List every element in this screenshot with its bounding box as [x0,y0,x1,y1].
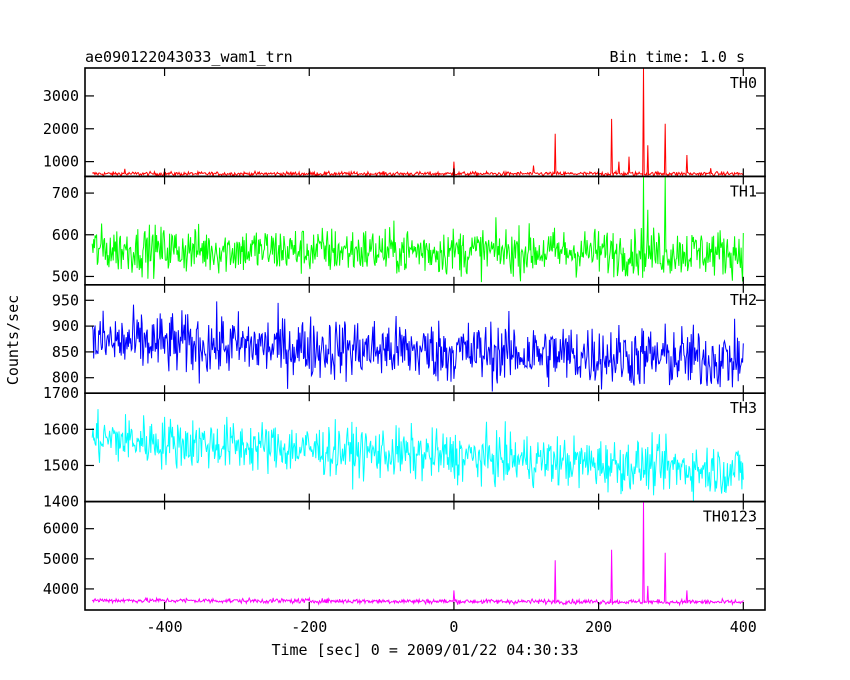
series-line-th3 [91,409,744,502]
panel-frame [84,67,766,178]
y-tick-label: 1600 [43,420,79,438]
series-line-th2 [91,301,744,392]
panel-label: TH0 [730,74,757,92]
bin-time-label: Bin time: 1.0 s [610,48,745,66]
x-tick-label: 0 [449,618,458,636]
panel-th0: 1000 2000 3000 TH0 [43,67,766,178]
panel-th3: 1400 1500 1600 1700 TH3 [43,384,766,511]
y-axis-title: Counts/sec [4,295,22,385]
series-line-th0123 [91,501,744,607]
panel-label: TH1 [730,182,757,200]
y-tick-label: 1500 [43,456,79,474]
panel-frame [84,500,766,611]
y-tick-label: 800 [52,369,79,387]
panel-label: TH3 [730,399,757,417]
panel-th2: 800 850 900 950 TH2 [52,283,766,394]
panel-th0123: 4000 5000 6000 TH0123 [43,500,766,611]
y-tick-label: 1000 [43,153,79,171]
y-tick-label: 5000 [43,550,79,568]
y-tick-label: 900 [52,317,79,335]
y-tick-label: 4000 [43,580,79,598]
x-tick-label: 200 [585,618,612,636]
y-tick-label: 3000 [43,87,79,105]
x-tick-label: -400 [147,618,183,636]
panel-th1: 500 600 700 TH1 [52,175,766,286]
y-tick-label: 1400 [43,493,79,511]
y-tick-label: 950 [52,291,79,309]
x-tick-label: 400 [730,618,757,636]
y-tick-label: 1700 [43,384,79,402]
y-tick-label: 2000 [43,120,79,138]
panel-label: TH2 [730,291,757,309]
chart-title: ae090122043033_wam1_trn [85,48,293,66]
y-tick-label: 6000 [43,520,79,538]
panel-label: TH0123 [703,508,757,526]
y-tick-label: 600 [52,226,79,244]
y-tick-label: 500 [52,267,79,285]
y-tick-label: 700 [52,184,79,202]
series-line-th0 [92,68,744,177]
y-tick-label: 850 [52,343,79,361]
series-line-th1 [91,176,744,283]
x-axis-title: Time [sec] 0 = 2009/01/22 04:30:33 [271,641,578,659]
x-tick-label: -200 [291,618,327,636]
